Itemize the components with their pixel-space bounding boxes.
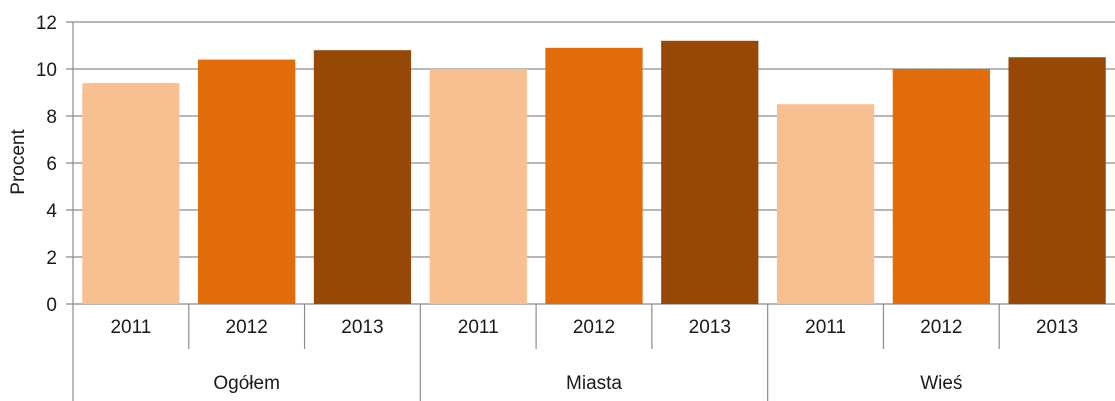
y-tick-label: 4 — [46, 201, 57, 222]
x-category-label: 2012 — [573, 317, 615, 338]
y-tick-label: 0 — [46, 295, 57, 316]
bar — [776, 104, 875, 304]
bar — [892, 69, 990, 304]
bars — [82, 40, 1106, 305]
y-tick-label: 6 — [46, 154, 57, 175]
bar — [661, 40, 759, 305]
y-tick-label: 12 — [36, 13, 57, 34]
y-axis-title: Procent — [8, 129, 29, 195]
x-group-label: Ogółem — [213, 373, 280, 394]
bar — [1008, 57, 1106, 304]
bar — [313, 50, 412, 305]
x-group-label: Wieś — [920, 373, 962, 394]
bar — [198, 59, 296, 304]
x-category-label: 2013 — [689, 317, 731, 338]
x-category-label: 2012 — [920, 317, 962, 338]
x-category-label: 2013 — [341, 317, 383, 338]
x-category-label: 2011 — [458, 317, 499, 338]
labels: 0 2 4 6 8 10 12 2011 2012 2013 Ogółem 2011 2012 2013 M… — [36, 13, 1078, 394]
x-category-label: 2011 — [805, 317, 846, 338]
bar — [545, 47, 643, 304]
x-category-label: 2011 — [110, 317, 151, 338]
bar — [429, 69, 527, 304]
x-group-label: Miasta — [566, 373, 622, 394]
axes — [72, 22, 1000, 401]
y-tick-label: 8 — [46, 107, 57, 128]
y-tick-label: 2 — [46, 248, 57, 269]
x-category-label: 2012 — [226, 317, 268, 338]
x-category-label: 2013 — [1036, 317, 1078, 338]
bar — [82, 83, 180, 304]
y-tick-label: 10 — [36, 60, 57, 81]
